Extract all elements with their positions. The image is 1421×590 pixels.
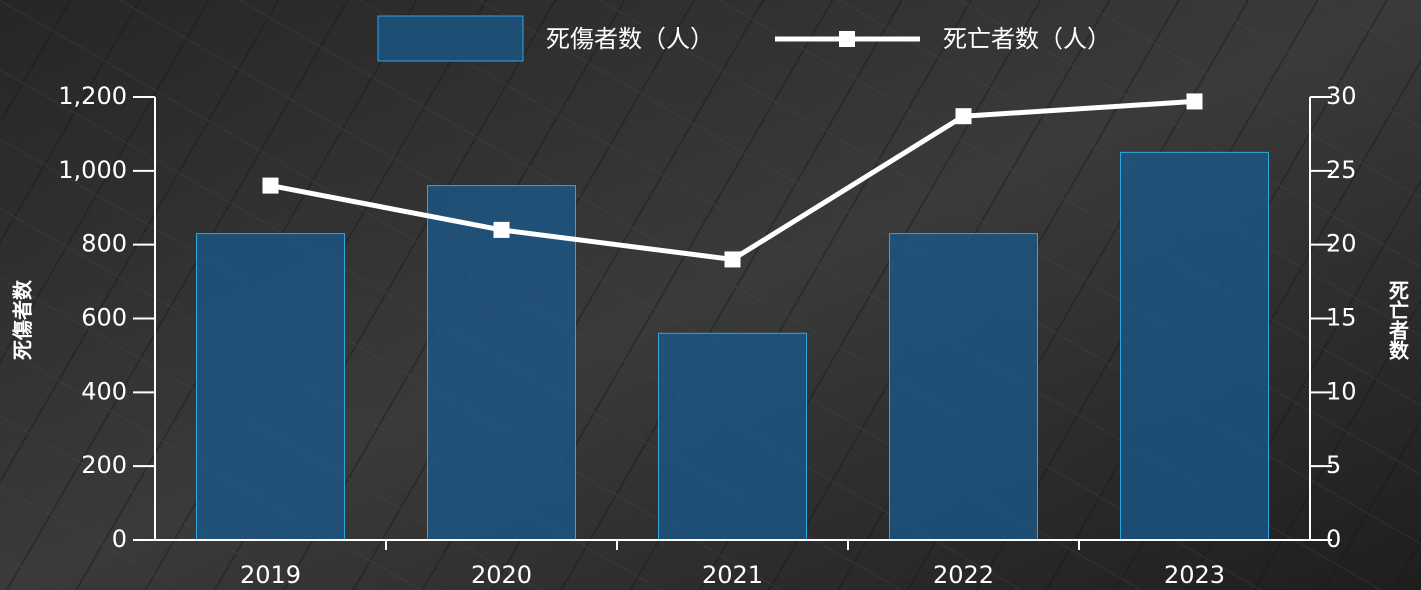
x-tick-label: 2022 <box>933 561 994 589</box>
bar <box>196 233 345 541</box>
line-marker <box>1186 93 1203 110</box>
y-tick-label: 600 <box>81 304 127 332</box>
y2-axis-title: 死亡者数 <box>1386 280 1410 361</box>
y-tick-label: 1,200 <box>58 82 127 110</box>
x-tick-label: 2019 <box>240 561 301 589</box>
y2-tick-label: 10 <box>1326 377 1357 405</box>
y-tick-label: 1,000 <box>58 156 127 184</box>
line-marker <box>724 251 741 268</box>
y-tick-label: 800 <box>81 230 127 258</box>
bar <box>889 233 1038 541</box>
y2-tick-label: 30 <box>1326 82 1357 110</box>
legend-label: 死亡者数（人） <box>943 25 1111 53</box>
y2-tick-label: 25 <box>1326 156 1357 184</box>
y2-tick-label: 20 <box>1326 230 1357 258</box>
y-axis-title: 死傷者数 <box>11 279 35 360</box>
line-marker <box>262 177 279 194</box>
line-marker <box>493 221 510 238</box>
y2-tick-label: 0 <box>1326 525 1341 553</box>
legend-label: 死傷者数（人） <box>546 25 714 53</box>
x-tick-label: 2021 <box>702 561 763 589</box>
y2-tick-label: 5 <box>1326 451 1341 479</box>
line-marker <box>955 108 972 125</box>
x-tick-label: 2020 <box>471 561 532 589</box>
y2-tick-label: 15 <box>1326 304 1357 332</box>
bar <box>427 185 576 541</box>
x-tick-label: 2023 <box>1164 561 1225 589</box>
legend-swatch <box>377 15 524 62</box>
y-tick-label: 200 <box>81 451 127 479</box>
y-tick-label: 0 <box>112 525 127 553</box>
y-tick-label: 400 <box>81 377 127 405</box>
bar <box>1120 151 1269 541</box>
legend-swatch-marker <box>839 31 855 47</box>
bar <box>658 332 807 541</box>
